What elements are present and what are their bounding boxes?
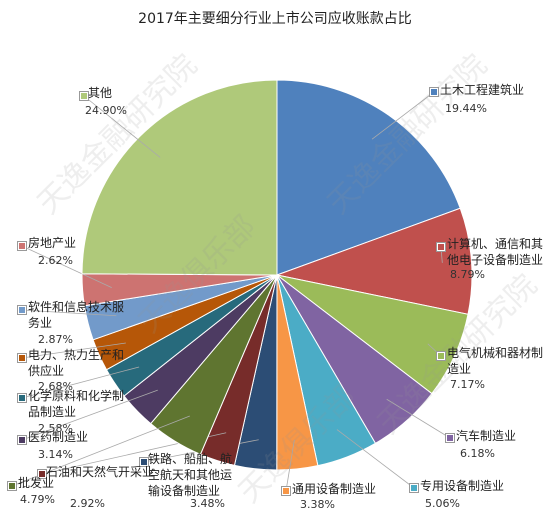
slice-label: 批发业 <box>18 476 55 490</box>
chart-title: 2017年主要细分行业上市公司应收账款占比 <box>138 11 412 27</box>
legend-swatch <box>445 433 455 443</box>
slice-label: 铁路、船舶、航空航天和其他运输设备制造业 <box>148 452 233 498</box>
value-label: 2.92% <box>70 497 105 510</box>
slice-label: 电力、热力生产和供应业 <box>28 348 125 378</box>
leader-line <box>336 429 415 489</box>
leader-line <box>21 366 140 399</box>
value-label: 2.58% <box>38 422 73 435</box>
slice-label: 其他 <box>88 86 113 100</box>
slice-label: 化学原料和化学制品制造业 <box>28 389 125 419</box>
value-label: 24.90% <box>85 104 127 117</box>
pie-slice <box>276 79 461 276</box>
slice-label: 通用设备制造业 <box>292 482 377 496</box>
leader-line <box>21 245 112 288</box>
slice-label: 汽车制造业 <box>456 429 517 443</box>
value-label: 7.17% <box>450 378 485 391</box>
pie-slice <box>275 207 473 315</box>
slice-label: 计算机、通信和其他电子设备制造业 <box>447 237 544 267</box>
leader-line <box>285 439 295 492</box>
legend-swatch <box>436 351 446 361</box>
leader-line <box>83 95 161 158</box>
legend-swatch <box>409 483 419 493</box>
legend-swatch <box>17 353 27 363</box>
slice-label: 石油和天然气开采业 <box>46 465 155 479</box>
value-label: 2.62% <box>38 254 73 267</box>
leader-line <box>21 342 126 359</box>
legend-swatch <box>17 393 27 403</box>
legend-swatch <box>281 486 291 496</box>
legend-swatch <box>17 241 27 251</box>
value-label: 2.87% <box>38 333 73 346</box>
legend-swatch <box>79 91 89 101</box>
slice-label: 医药制造业 <box>28 430 89 444</box>
slice-label: 专用设备制造业 <box>420 479 505 493</box>
value-label: 4.79% <box>20 493 55 506</box>
legend-swatch <box>139 457 149 467</box>
value-label: 6.18% <box>460 447 495 460</box>
value-label: 8.79% <box>450 268 485 281</box>
value-label: 3.48% <box>190 497 225 510</box>
value-label: 5.06% <box>425 497 460 510</box>
value-label: 2.68% <box>38 380 73 393</box>
slice-label: 电气机械和器材制造业 <box>447 346 544 376</box>
slice-label: 软件和信息技术服务业 <box>28 300 125 330</box>
legend-swatch <box>436 242 446 252</box>
legend-swatch <box>37 469 47 479</box>
leader-line <box>21 389 158 441</box>
leader-line <box>21 309 117 317</box>
value-label: 3.14% <box>38 448 73 461</box>
slice-label: 土木工程建筑业 <box>440 83 525 97</box>
leader-line <box>371 91 435 140</box>
legend-swatch <box>429 87 439 97</box>
legend-swatch <box>7 481 17 491</box>
pie-slice <box>81 79 278 276</box>
legend-swatch <box>17 305 27 315</box>
slice-label: 房地产业 <box>28 236 77 250</box>
value-label: 3.38% <box>300 498 335 511</box>
legend-swatch <box>17 435 27 445</box>
leader-line <box>386 398 451 439</box>
value-label: 19.44% <box>445 102 487 115</box>
